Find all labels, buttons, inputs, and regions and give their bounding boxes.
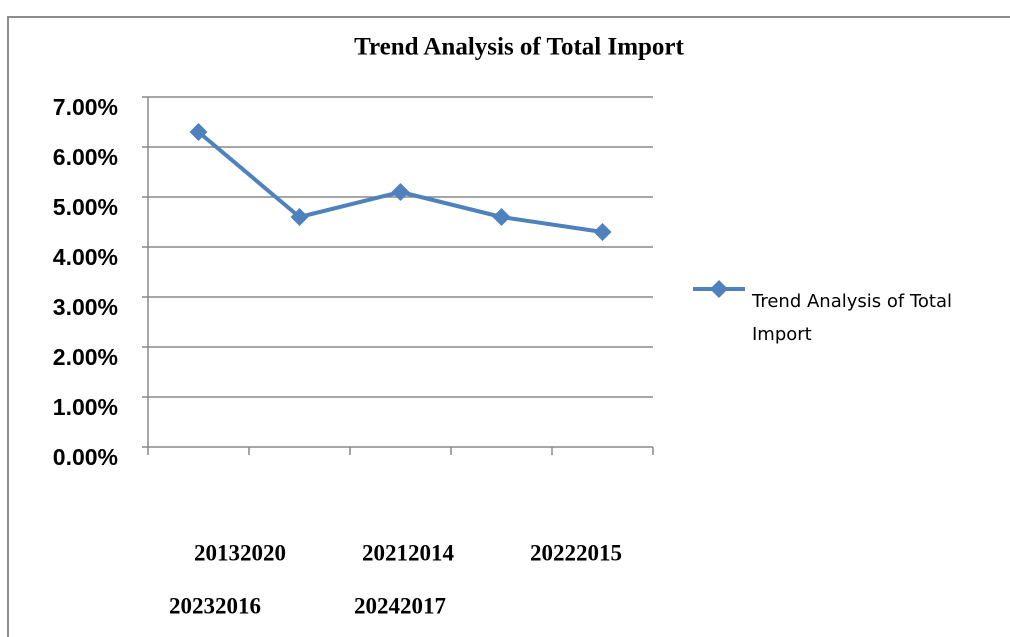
y-tick-label: 2.00% (53, 344, 118, 370)
x-tick-label: 20222015 (530, 540, 622, 565)
y-tick-label: 5.00% (53, 194, 118, 220)
y-tick-label: 3.00% (53, 294, 118, 320)
x-tick-label: 20232016 (169, 593, 261, 618)
chart-frame (7, 16, 1010, 637)
x-tick-label: 20212014 (362, 540, 455, 565)
marker (189, 123, 208, 141)
marker (391, 183, 410, 201)
y-tick-label: 4.00% (53, 244, 118, 270)
marker (290, 208, 309, 226)
marker (492, 208, 511, 226)
y-tick-label: 7.00% (53, 94, 118, 120)
legend-label: Trend Analysis of Total Import (752, 291, 952, 345)
legend-marker (710, 280, 728, 298)
y-tick-label: 1.00% (53, 394, 118, 420)
x-tick-label: 20132020 (194, 540, 286, 565)
chart-title: Trend Analysis of Total Import (354, 34, 684, 61)
y-tick-label: 6.00% (53, 144, 118, 170)
marker (593, 223, 612, 241)
x-tick-label: 20242017 (354, 593, 446, 618)
y-tick-label: 0.00% (53, 444, 118, 470)
